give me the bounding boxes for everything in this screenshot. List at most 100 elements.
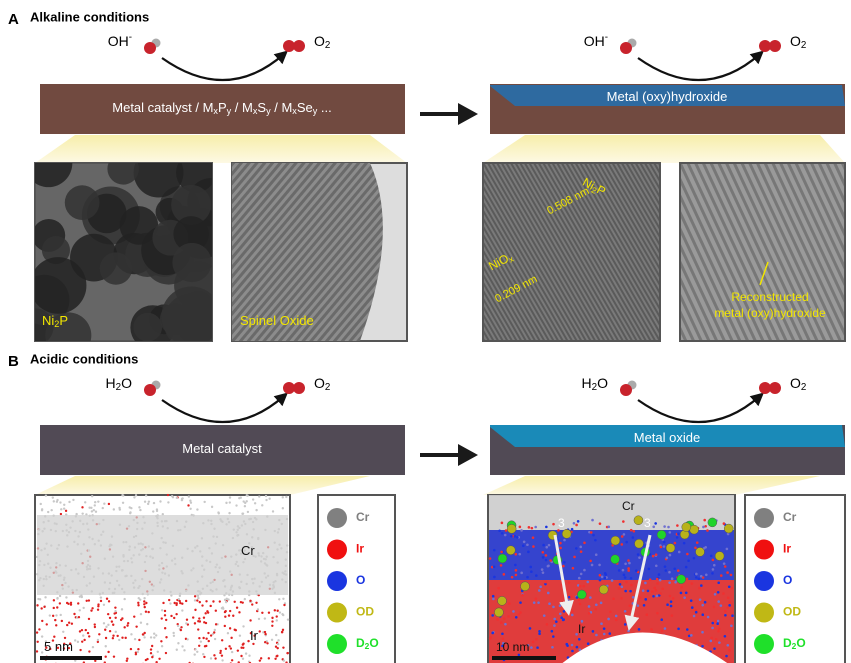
zoom-projection [35, 135, 407, 163]
atom-dot [46, 623, 48, 625]
atom-dot [624, 623, 627, 626]
atom-dot [109, 617, 111, 619]
atom-dot [669, 595, 672, 598]
atom-dot [656, 582, 659, 585]
atom-dot [274, 658, 276, 660]
atom-dot [205, 637, 207, 639]
reactant: OH- [584, 32, 608, 49]
atom-dot [60, 508, 62, 510]
atom-dot [41, 620, 43, 622]
atom-band [489, 495, 734, 530]
atom-dot [40, 503, 42, 505]
figure: AAlkaline conditionsOH-O2OH-O2Metal cata… [0, 0, 851, 663]
panel-letter: B [8, 353, 19, 370]
atom-dot [130, 507, 132, 509]
atom-dot [197, 597, 199, 599]
atom-dot [637, 553, 640, 556]
atom-dot [536, 646, 539, 649]
atom-dot [648, 568, 651, 571]
atom-dot [527, 551, 530, 554]
od-sphere [498, 554, 507, 563]
atom-dot [695, 573, 698, 576]
atom-dot [578, 638, 581, 641]
atom-dot [726, 644, 729, 647]
atom-dot [592, 534, 595, 537]
atom-dot [100, 600, 102, 602]
atom-dot [579, 546, 582, 549]
atom-dot [723, 562, 726, 565]
atom-dot [103, 503, 105, 505]
reaction-arrow [638, 396, 760, 422]
legend-label-part: Ir [356, 542, 364, 556]
atom-dot [196, 651, 198, 653]
od-sphere [695, 547, 704, 556]
atom-dot [619, 583, 622, 586]
atom-dot [229, 496, 231, 498]
atom-dot [282, 598, 284, 600]
image-label-part: metal (oxy)hydroxide [714, 306, 826, 320]
atom-dot [137, 651, 139, 653]
atom-dot [659, 579, 662, 582]
atom-dot [275, 646, 277, 648]
atom-dot [74, 639, 76, 641]
atom-dot [87, 632, 89, 634]
atom-dot [179, 600, 181, 602]
atom-dot [664, 627, 667, 630]
atom-dot [258, 618, 260, 620]
atom-dot [123, 598, 125, 600]
atom-dot [661, 587, 664, 590]
image-label: Ir [250, 628, 259, 643]
atom-dot [143, 597, 145, 599]
atom-dot [181, 497, 183, 499]
atom-dot [717, 581, 720, 584]
atom-dot [676, 524, 679, 527]
atom-dot [664, 565, 667, 568]
legend-label-part: Cr [783, 510, 797, 524]
atom-dot [177, 625, 179, 627]
legend-label: OD [783, 605, 801, 619]
atom-dot [553, 618, 556, 621]
atom-dot [249, 619, 251, 621]
atom-dot [135, 653, 137, 655]
atom-dot [607, 526, 610, 529]
atom-dot [652, 595, 655, 598]
atom-dot [181, 603, 183, 605]
atom-dot [56, 606, 58, 608]
atom-dot [252, 498, 254, 500]
atom-dot [189, 500, 191, 502]
atom-dot [713, 606, 716, 609]
atom-dot [209, 605, 211, 607]
legend-label-part: D [356, 636, 365, 650]
atom-dot [108, 503, 110, 505]
atom-dot [622, 569, 625, 572]
atom-dot [553, 624, 556, 627]
atom-dot [287, 652, 289, 654]
atom-dot [205, 645, 207, 647]
atom-dot [728, 585, 731, 588]
atom-dot [138, 506, 140, 508]
atom-dot [726, 606, 729, 609]
reactant-part: O [597, 375, 608, 391]
atom-dot [647, 590, 650, 593]
atom-dot [204, 612, 206, 614]
atom-dot [105, 637, 107, 639]
atom-dot [534, 526, 537, 529]
atom-dot [122, 502, 124, 504]
atom-dot [669, 554, 672, 557]
atom-dot [686, 628, 689, 631]
image-label: Ir [578, 622, 585, 636]
atom-dot [545, 559, 548, 562]
atom-dot [66, 624, 68, 626]
atom-dot [241, 513, 243, 515]
atom-dot [276, 610, 278, 612]
atom-dot [79, 595, 81, 597]
atom-dot [217, 511, 219, 513]
layer-label: Metal catalyst [182, 441, 262, 456]
atom-dot [523, 540, 526, 543]
atom-dot [240, 647, 242, 649]
atom-dot [268, 611, 270, 613]
atom-dot [112, 624, 114, 626]
atom-dot [493, 565, 496, 568]
atom-dot [90, 507, 92, 509]
atom-dot [560, 616, 563, 619]
